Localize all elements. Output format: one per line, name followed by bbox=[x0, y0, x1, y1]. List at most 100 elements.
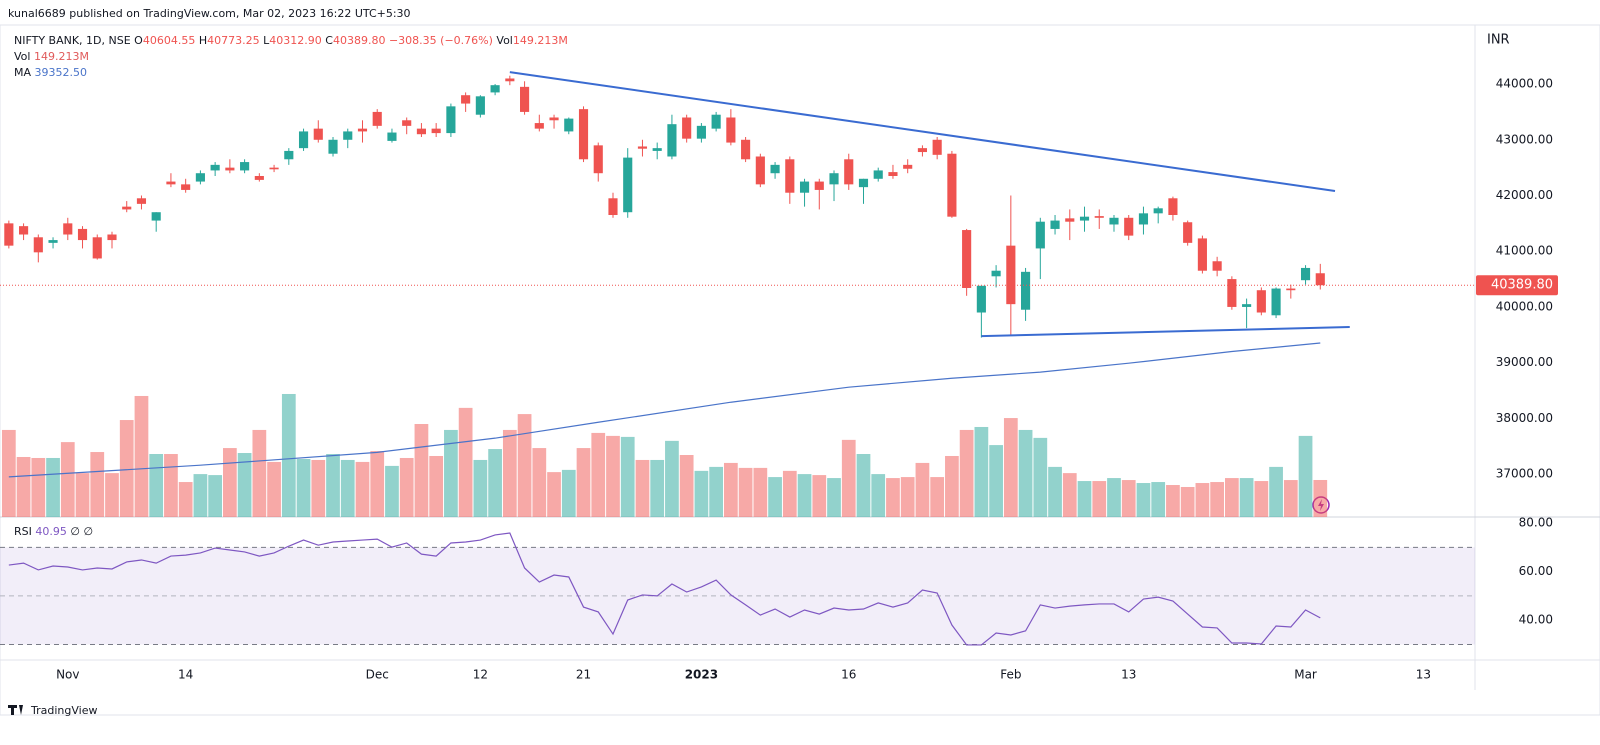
y-tick-label: 42000.00 bbox=[1496, 188, 1553, 202]
legend-key: Vol bbox=[496, 34, 512, 47]
volume-bar bbox=[223, 448, 237, 517]
footer-logo: TradingView bbox=[8, 704, 97, 717]
legend-value: −308.35 (−0.76%) bbox=[389, 34, 493, 47]
candle-body bbox=[844, 159, 854, 185]
ma-name: MA bbox=[14, 66, 31, 79]
volume-bar bbox=[989, 445, 1003, 517]
volume-bar bbox=[193, 474, 208, 517]
volume-bars bbox=[1, 393, 1328, 517]
volume-bar bbox=[105, 473, 119, 517]
volume-bar bbox=[1107, 478, 1121, 517]
candle-body bbox=[63, 223, 73, 235]
candle-body bbox=[1212, 261, 1222, 271]
candle-body bbox=[652, 148, 662, 151]
candle-body bbox=[343, 131, 353, 140]
volume-bar bbox=[841, 439, 856, 517]
volume-bar bbox=[900, 477, 915, 517]
x-tick-label: Mar bbox=[1294, 668, 1317, 682]
candle-body bbox=[667, 124, 677, 157]
volume-bar bbox=[90, 452, 105, 517]
candle-body bbox=[225, 167, 235, 171]
legend-key: C bbox=[325, 34, 333, 47]
volume-bar bbox=[620, 436, 635, 517]
rsi-tick-label: 40.00 bbox=[1519, 613, 1553, 627]
volume-bar bbox=[797, 474, 812, 517]
candle-body bbox=[1109, 217, 1119, 225]
candle-body bbox=[593, 145, 603, 174]
candle-body bbox=[755, 156, 765, 185]
volume-bar bbox=[812, 475, 827, 517]
x-tick-label: 13 bbox=[1121, 668, 1136, 682]
candle-body bbox=[240, 162, 250, 171]
volume-bar bbox=[46, 457, 60, 517]
y-tick-label: 40000.00 bbox=[1496, 299, 1553, 313]
candle-body bbox=[1168, 198, 1178, 216]
candle-body bbox=[520, 86, 530, 112]
legend-value: 40389.80 bbox=[333, 34, 386, 47]
candle-body bbox=[372, 111, 382, 126]
candle-body bbox=[578, 109, 589, 160]
legend-value: 40604.55 bbox=[143, 34, 196, 47]
volume-bar bbox=[1092, 481, 1107, 517]
volume-bar bbox=[871, 474, 886, 517]
candle-body bbox=[814, 181, 824, 190]
x-tick-label: 2023 bbox=[685, 668, 718, 682]
volume-bar bbox=[1298, 435, 1313, 517]
volume-bar bbox=[326, 454, 340, 517]
volume-bar bbox=[385, 465, 399, 517]
volume-bar bbox=[694, 470, 709, 517]
volume-bar bbox=[1151, 482, 1166, 517]
x-tick-label: 16 bbox=[841, 668, 856, 682]
volume-bar bbox=[959, 429, 974, 517]
candle-body bbox=[4, 223, 14, 246]
candle-body bbox=[1124, 217, 1134, 236]
candle-body bbox=[33, 237, 43, 253]
volume-bar bbox=[665, 440, 679, 517]
rsi-legend: RSI 40.95 ∅ ∅ bbox=[14, 525, 93, 538]
volume-bar bbox=[311, 459, 326, 517]
candle-body bbox=[92, 237, 102, 259]
legend-value: 149.213M bbox=[513, 34, 568, 47]
candle-body bbox=[991, 270, 1001, 277]
volume-bar bbox=[547, 472, 561, 517]
candle-body bbox=[461, 95, 471, 104]
volume-bar bbox=[1269, 466, 1283, 517]
volume-legend: Vol 149.213M bbox=[14, 50, 89, 63]
candle-body bbox=[770, 164, 780, 174]
volume-bar bbox=[281, 393, 296, 517]
candle-body bbox=[19, 226, 29, 235]
volume-bar bbox=[1121, 480, 1136, 517]
volume-bar bbox=[1180, 486, 1195, 517]
ma-line bbox=[8, 342, 1321, 478]
volume-bar bbox=[149, 454, 164, 517]
volume-bar bbox=[517, 414, 532, 517]
volume-bar bbox=[164, 454, 178, 517]
volume-bar bbox=[458, 407, 473, 517]
volume-bar bbox=[532, 448, 547, 517]
candle-body bbox=[446, 106, 456, 134]
x-tick-label: Dec bbox=[366, 668, 389, 682]
volume-bar bbox=[252, 429, 267, 517]
candle-body bbox=[903, 164, 913, 169]
volume-bar bbox=[606, 435, 620, 517]
volume-bar bbox=[576, 448, 591, 517]
volume-bar bbox=[635, 459, 650, 517]
rsi-line bbox=[8, 532, 1321, 646]
candle-body bbox=[1094, 216, 1104, 218]
candle-body bbox=[269, 167, 279, 170]
ma-legend: MA 39352.50 bbox=[14, 66, 87, 79]
volume-bar bbox=[650, 459, 665, 517]
candle-body bbox=[1315, 273, 1325, 286]
volume-bar bbox=[31, 457, 46, 517]
candle-body bbox=[1035, 221, 1045, 249]
candle-body bbox=[505, 78, 515, 82]
volume-bar bbox=[709, 466, 724, 517]
volume-bar bbox=[340, 459, 355, 517]
volume-bar bbox=[444, 429, 458, 517]
y-tick-label: 44000.00 bbox=[1496, 77, 1553, 91]
candle-body bbox=[1227, 279, 1237, 307]
volume-bar bbox=[974, 426, 989, 517]
volume-bar bbox=[370, 451, 385, 517]
x-tick-label: 14 bbox=[178, 668, 193, 682]
